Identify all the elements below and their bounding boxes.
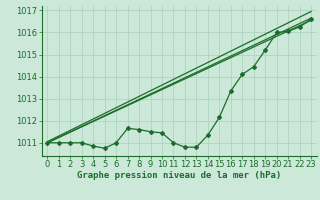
X-axis label: Graphe pression niveau de la mer (hPa): Graphe pression niveau de la mer (hPa) — [77, 171, 281, 180]
